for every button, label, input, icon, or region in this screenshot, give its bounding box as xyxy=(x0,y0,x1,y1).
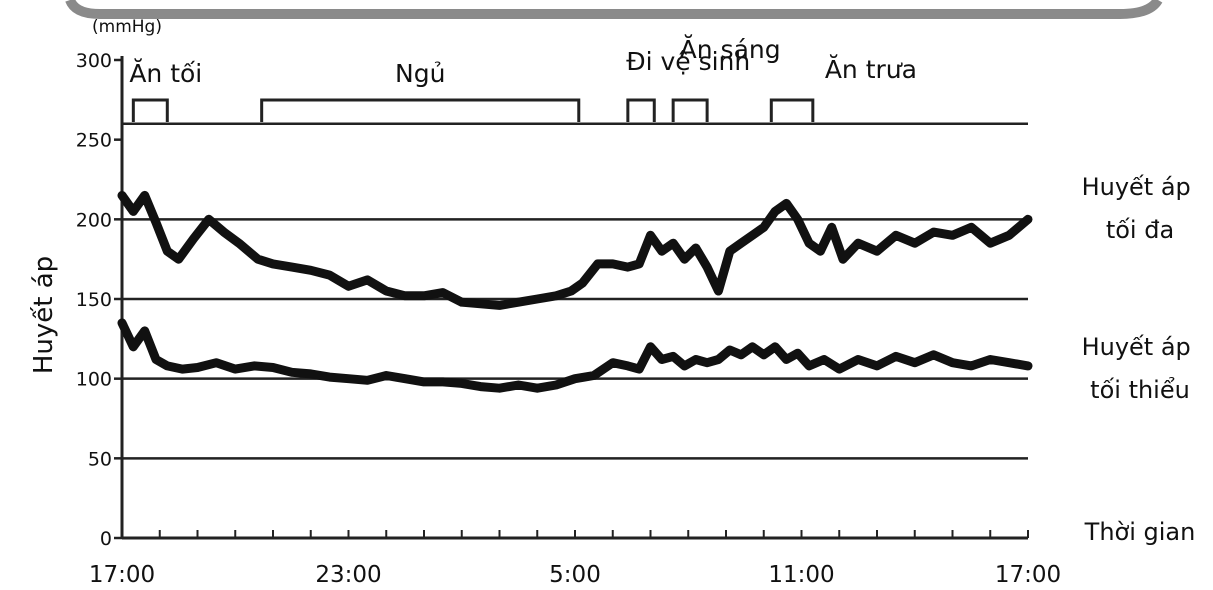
y-tick-label-250: 250 xyxy=(76,130,112,152)
series-label-systolic-line1: Huyết áp xyxy=(1082,173,1191,201)
activity-bracket-0 xyxy=(131,98,169,122)
x-tick-label-2: 5:00 xyxy=(549,562,601,588)
x-axis-label: Thời gian xyxy=(1084,518,1196,546)
activity-label-1: Ngủ xyxy=(395,59,445,88)
x-tick-label-3: 11:00 xyxy=(768,562,834,588)
activity-bracket-4 xyxy=(769,98,815,122)
y-tick-label-0: 0 xyxy=(100,528,112,550)
series-label-diastolic: Huyết áp tối thiểu xyxy=(1082,333,1199,404)
x-tick-label-0: 17:00 xyxy=(89,562,155,588)
activity-label-3: Ăn sáng xyxy=(680,34,781,64)
series-line-0 xyxy=(117,190,1033,310)
y-tick-label-100: 100 xyxy=(76,369,112,391)
y-tick-label-300: 300 xyxy=(76,50,112,72)
activity-label-2: Đi vệ sinh xyxy=(626,47,750,76)
activity-bracket-2 xyxy=(626,98,656,122)
x-tick-label-1: 23:00 xyxy=(315,562,381,588)
series-label-systolic-line2: tối đa xyxy=(1106,216,1174,244)
y-axis-label: Huyết áp xyxy=(29,256,59,374)
series-line-1 xyxy=(117,318,1033,393)
axes xyxy=(120,56,1028,540)
x-axis-ticks: 17:00 23:00 5:00 11:00 17:00 xyxy=(89,530,1061,588)
activity-label-0: Ăn tối xyxy=(129,58,202,88)
x-tick-label-4: 17:00 xyxy=(995,562,1061,588)
activity-bracket-3 xyxy=(671,98,709,122)
y-tick-label-200: 200 xyxy=(76,209,112,231)
series-lines xyxy=(117,190,1033,393)
series-label-diastolic-line1: Huyết áp xyxy=(1082,333,1191,361)
series-label-diastolic-line2: tối thiểu xyxy=(1090,376,1190,404)
activity-bracket-1 xyxy=(260,98,581,122)
unit-label: (mmHg) xyxy=(92,17,162,37)
y-axis-ticks: 0 50 100 150 200 250 300 xyxy=(76,50,122,550)
y-tick-label-50: 50 xyxy=(88,448,112,470)
y-tick-label-150: 150 xyxy=(76,289,112,311)
activity-label-4: Ăn trưa xyxy=(825,54,917,84)
series-label-systolic: Huyết áp tối đa xyxy=(1082,173,1199,244)
